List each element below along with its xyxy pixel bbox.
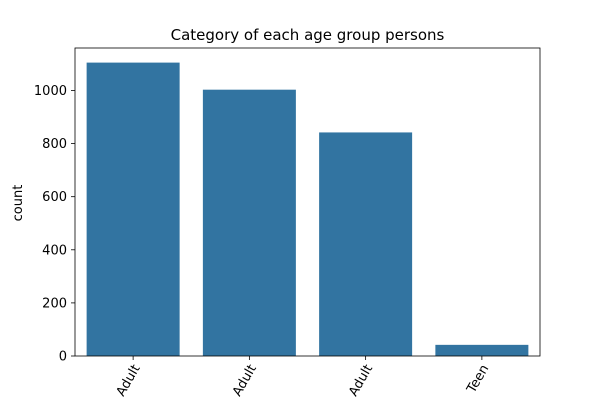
y-tick-label: 0	[59, 350, 67, 365]
x-tick-label: Adult	[114, 362, 144, 399]
y-tick-label: 600	[42, 190, 67, 205]
x-tick-label: Teen	[464, 362, 492, 396]
y-tick-label: 200	[42, 296, 67, 311]
x-tick-label: Adult	[230, 362, 260, 399]
chart-title: Category of each age group persons	[171, 26, 445, 44]
y-axis-ticks: 0 200 400 600 800 1000	[34, 84, 75, 365]
y-axis-label: count	[11, 185, 26, 222]
plot-frame	[74, 47, 541, 357]
y-tick-label: 1000	[34, 84, 67, 99]
y-tick-label: 400	[42, 243, 67, 258]
bar	[86, 62, 180, 356]
x-tick-label: Adult	[346, 362, 376, 399]
bars-group	[86, 62, 529, 356]
y-tick-label: 800	[42, 137, 67, 152]
bar	[435, 344, 529, 356]
bar	[202, 89, 296, 356]
x-axis-ticks: Adult Adult Adult Teen	[114, 356, 492, 399]
bar	[319, 132, 413, 356]
